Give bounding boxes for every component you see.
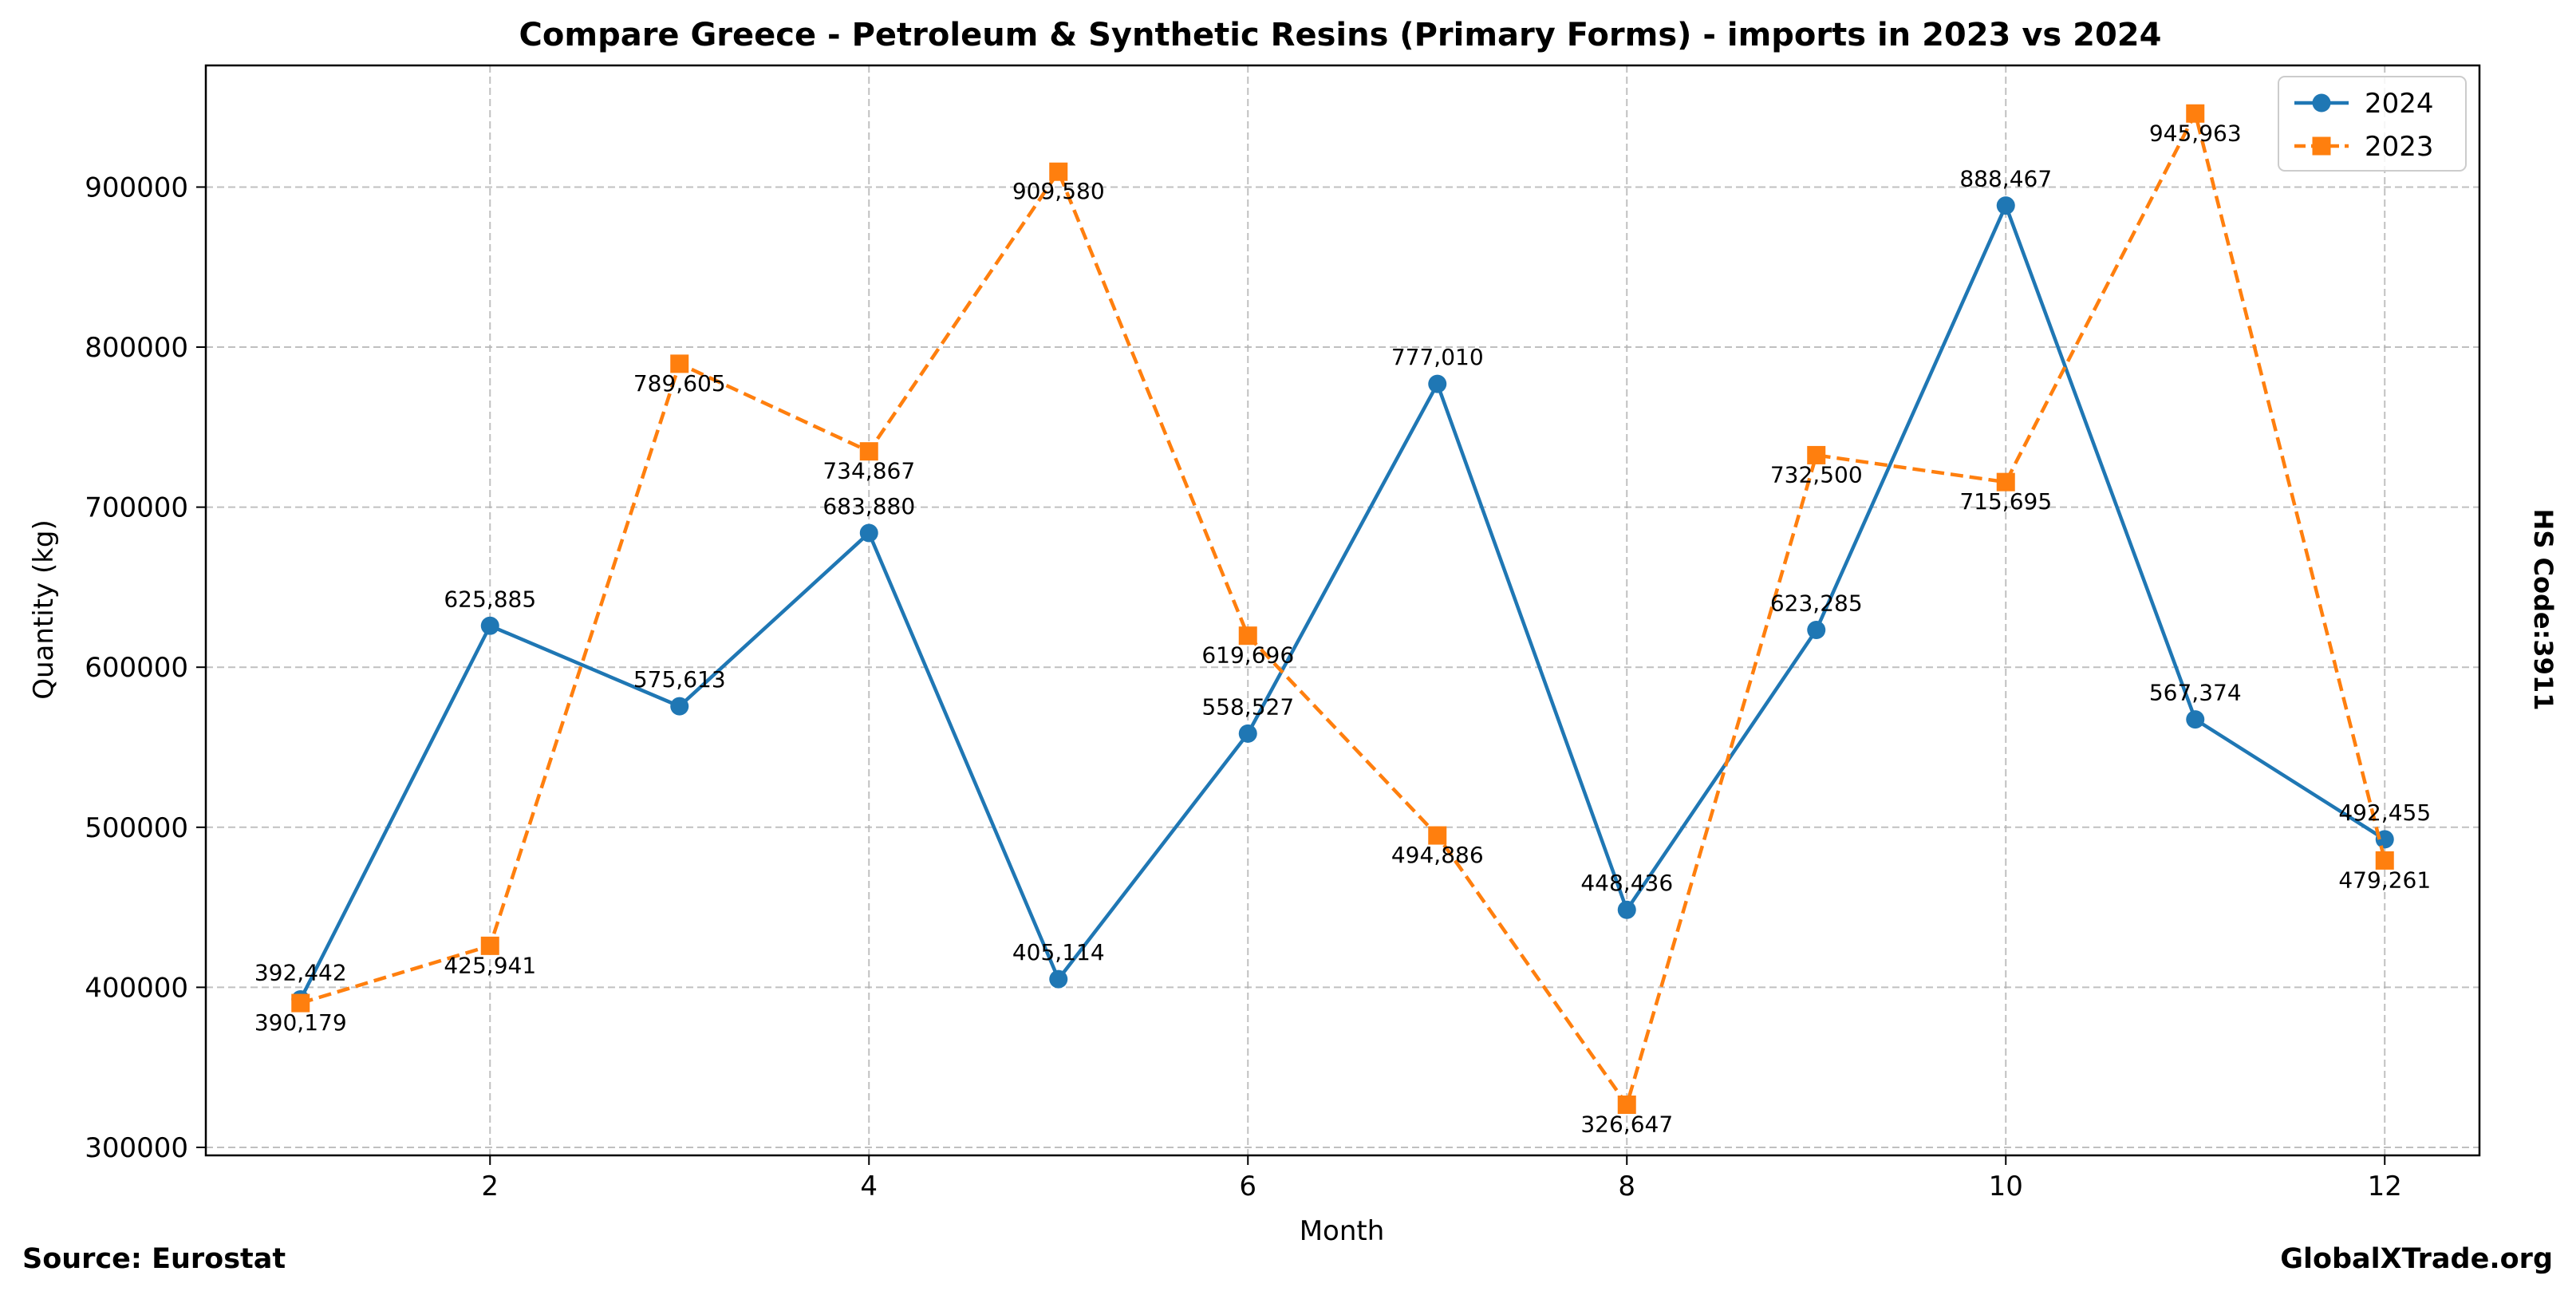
- series-2023-data-label: 734,867: [823, 458, 915, 484]
- series-2023-point: [2186, 104, 2205, 123]
- y-tick-label: 700000: [85, 492, 188, 524]
- x-tick-label: 12: [2368, 1171, 2402, 1202]
- series-2023-data-label: 619,696: [1201, 642, 1294, 669]
- data-labels: 392,442 625,885 575,613 683,880 405,114 558,5…: [254, 120, 2431, 1137]
- legend-marker-2024: [2312, 93, 2331, 113]
- y-tick-label: 300000: [85, 1132, 188, 1164]
- series-2023-point: [291, 993, 310, 1013]
- series-2023-point: [1238, 626, 1257, 646]
- series-2024-point: [1807, 621, 1826, 640]
- series-2023-point: [859, 442, 878, 461]
- series-2024-point: [1238, 724, 1257, 743]
- series-2023-point: [2375, 851, 2394, 870]
- y-tick-label: 600000: [85, 652, 188, 684]
- series-2024-data-label: 392,442: [254, 960, 347, 986]
- series-2023-point: [480, 936, 499, 955]
- source-label: Source: Eurostat: [22, 1243, 286, 1275]
- legend-label-2024: 2024: [2365, 88, 2434, 120]
- series-2024-point: [1617, 900, 1636, 919]
- series-2023-data-label: 390,179: [254, 1009, 347, 1036]
- x-tick-label: 10: [1989, 1171, 2023, 1202]
- series-2023-data-label: 715,695: [1959, 488, 2052, 515]
- y-tick-label: 900000: [85, 172, 188, 203]
- legend-label-2023: 2023: [2365, 131, 2434, 163]
- brand-label: GlobalXTrade.org: [2280, 1243, 2553, 1275]
- series-2023-point: [1996, 472, 2015, 492]
- series-2024-line: [298, 203, 2386, 1001]
- series-2023: [291, 104, 2394, 1115]
- series-2024-data-label: 623,285: [1770, 590, 1863, 617]
- y-tick-label: 500000: [85, 812, 188, 844]
- series-2024-data-label: 405,114: [1012, 939, 1105, 965]
- series-2023-data-label: 479,261: [2338, 867, 2431, 893]
- series-2023-line: [300, 112, 2387, 1107]
- series-2023-data-label: 789,605: [633, 370, 726, 397]
- y-axis-label: Quantity (kg): [28, 519, 60, 700]
- series-2023-point: [1807, 445, 1826, 464]
- chart-title: Compare Greece - Petroleum & Synthetic R…: [519, 17, 2162, 53]
- hs-code-label: HS Code:3911: [2528, 509, 2558, 711]
- series-layer: [291, 104, 2394, 1115]
- grid-lines: [206, 65, 2479, 1155]
- series-2024-data-label: 448,436: [1580, 870, 1673, 896]
- series-2023-point: [1049, 162, 1068, 181]
- series-2023-point: [670, 354, 689, 373]
- series-2024-data-label: 575,613: [633, 666, 726, 693]
- series-2024-point: [1428, 374, 1447, 393]
- series-2023-data-label: 945,963: [2149, 120, 2242, 146]
- series-2024-point: [2375, 830, 2394, 849]
- series-2024-point: [2186, 710, 2205, 729]
- x-axis-label: Month: [1300, 1215, 1385, 1247]
- series-2023-point: [1617, 1096, 1636, 1115]
- legend-marker-2023: [2312, 136, 2331, 156]
- series-2024-data-label: 888,467: [1959, 166, 2052, 192]
- series-2023-data-label: 909,580: [1012, 178, 1105, 204]
- series-2024-data-label: 558,527: [1201, 693, 1294, 720]
- axis-ticks: 2 4 6 8 10 12 300000 400000 500000 600000 700000 80…: [85, 172, 2402, 1202]
- x-tick-label: 8: [1618, 1171, 1635, 1202]
- plot-frame: [204, 64, 2481, 1157]
- series-2023-point: [1428, 826, 1447, 845]
- series-2024-data-label: 567,374: [2149, 680, 2242, 706]
- series-2024-point: [859, 523, 878, 543]
- series-2024-data-label: 683,880: [823, 493, 915, 519]
- series-2024-point: [670, 697, 689, 716]
- x-tick-label: 2: [481, 1171, 499, 1202]
- y-tick-label: 400000: [85, 972, 188, 1004]
- x-tick-label: 6: [1239, 1171, 1256, 1202]
- series-2023-data-label: 494,886: [1391, 842, 1484, 868]
- series-2023-data-label: 425,941: [444, 952, 536, 978]
- series-2024-point: [1049, 969, 1068, 989]
- y-tick-label: 800000: [85, 332, 188, 364]
- series-2024-point: [480, 616, 499, 635]
- series-2024-point: [1996, 196, 2015, 215]
- series-2024-data-label: 777,010: [1391, 344, 1484, 370]
- legend: 2024 2023: [2278, 76, 2467, 172]
- series-2023-data-label: 732,500: [1770, 461, 1863, 488]
- series-2024-data-label: 625,885: [444, 586, 536, 612]
- series-2024-data-label: 492,455: [2338, 800, 2431, 826]
- x-tick-label: 4: [860, 1171, 878, 1202]
- series-2023-data-label: 326,647: [1580, 1111, 1673, 1138]
